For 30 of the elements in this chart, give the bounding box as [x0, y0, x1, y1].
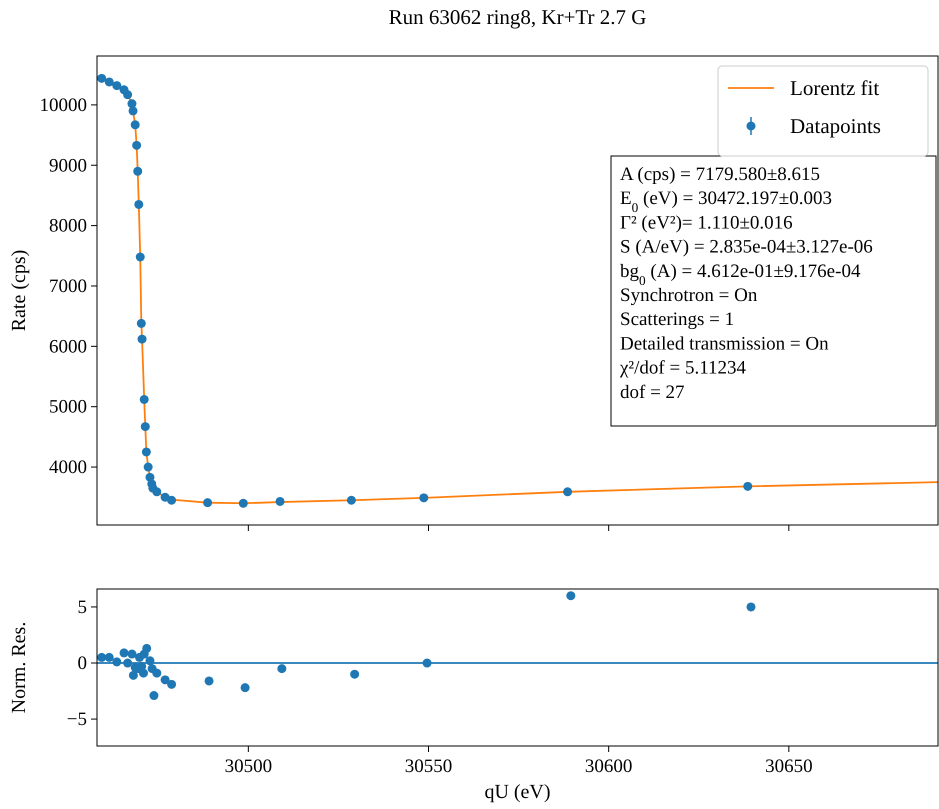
annotation: Scatterings = 1 — [620, 309, 734, 330]
annotation: Detailed transmission = On — [620, 333, 830, 354]
y-tick-label: 10000 — [40, 94, 87, 116]
annotation: Synchrotron = On — [620, 285, 758, 306]
y-axis-title: Norm. Res. — [8, 622, 30, 714]
y-tick-label: 8000 — [49, 216, 87, 237]
y-tick-label: 9000 — [49, 155, 87, 176]
annotation: χ²/dof = 5.11234 — [619, 358, 746, 379]
x-tick-label: 30500 — [224, 756, 272, 777]
x-tick-label: 30550 — [404, 756, 452, 777]
x-axis-title: qU (eV) — [484, 781, 551, 803]
annotation: bg$_{0}$ (A) = 4.612e-01±9.176e-04 — [620, 260, 861, 288]
annotation: Γ² (eV²)= 1.110±0.016 — [620, 212, 793, 234]
annotation: S (A/eV) = 2.835e-04±3.127e-06 — [620, 236, 873, 258]
y-tick-label: 0 — [78, 653, 87, 674]
y-tick-label: 5 — [78, 596, 87, 618]
y-axis-title: Rate (cps) — [8, 250, 30, 332]
y-tick-label: 7000 — [49, 276, 87, 297]
legend-label: Datapoints — [790, 114, 881, 138]
annotation: dof = 27 — [620, 382, 685, 403]
y-tick-label: 6000 — [49, 336, 87, 358]
x-tick-label: 30650 — [765, 756, 813, 777]
y-tick-label: 4000 — [49, 457, 87, 478]
x-tick-label: 30600 — [584, 756, 632, 777]
y-tick-label: 5000 — [49, 396, 87, 418]
chart-title: Run 63062 ring8, Kr+Tr 2.7 G — [388, 5, 646, 29]
legend-label: Lorentz fit — [790, 76, 880, 100]
y-tick-label: −5 — [66, 709, 87, 730]
annotation: E$_{0}$ (eV) = 30472.197±0.003 — [620, 188, 832, 215]
annotation: A (cps) = 7179.580±8.615 — [620, 164, 820, 185]
